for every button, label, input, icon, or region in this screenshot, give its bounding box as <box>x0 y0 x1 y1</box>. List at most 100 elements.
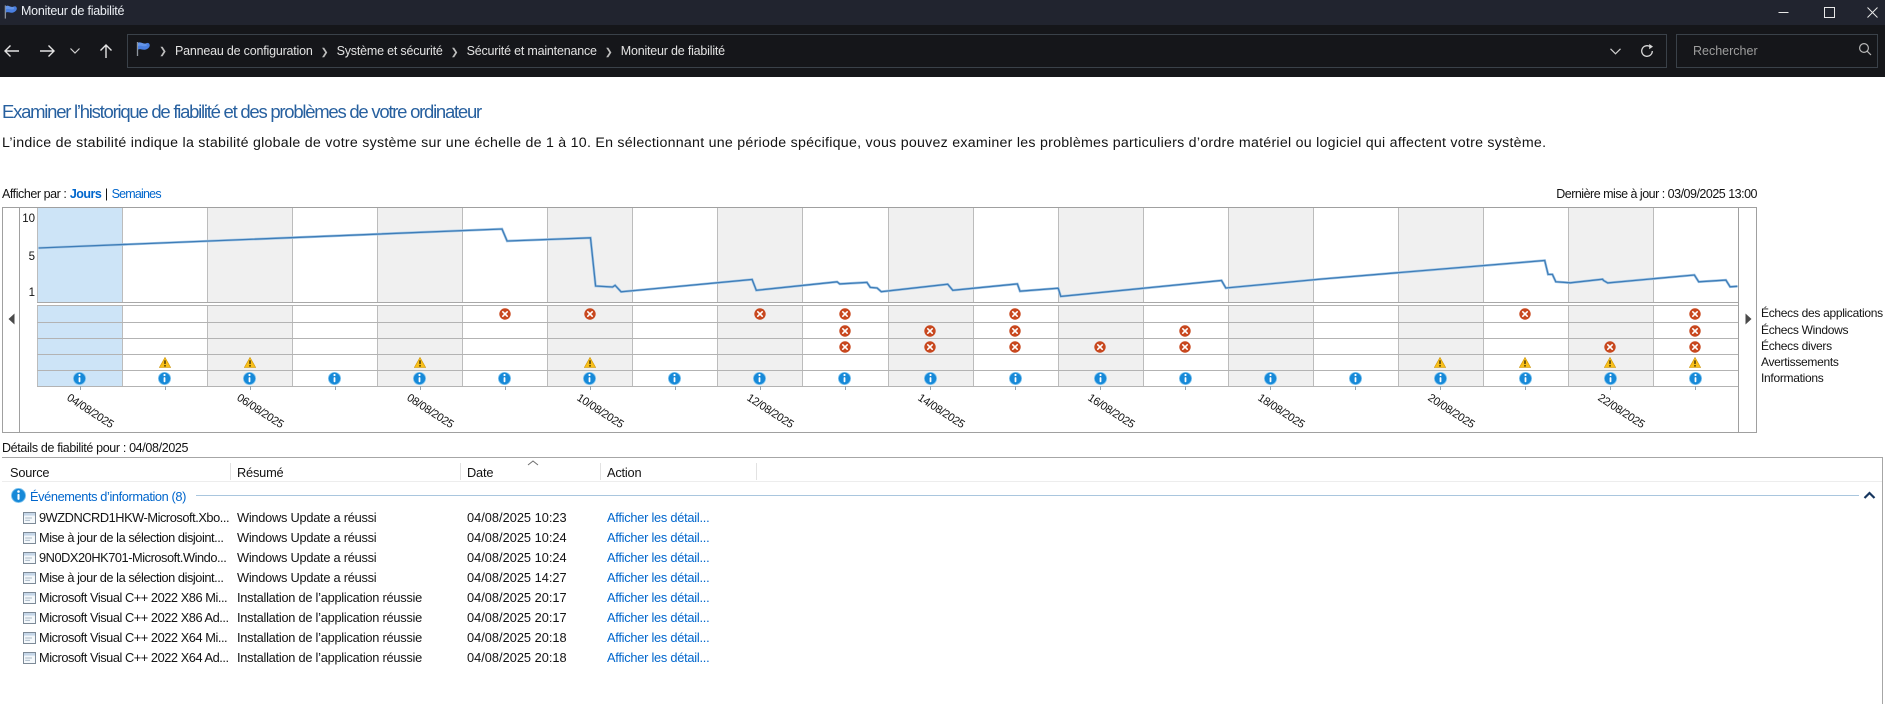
error-icon[interactable] <box>839 324 851 342</box>
info-icon[interactable] <box>753 371 767 390</box>
error-icon[interactable] <box>1519 307 1532 325</box>
table-row[interactable]: Mise à jour de la sélection disjoint... W… <box>2 567 1883 587</box>
close-button[interactable] <box>1849 0 1885 25</box>
info-icon[interactable] <box>1008 371 1022 390</box>
back-button[interactable] <box>1 25 21 77</box>
collapse-group-icon[interactable] <box>1863 491 1876 500</box>
info-icon[interactable] <box>1688 371 1702 390</box>
view-details-link[interactable]: Afficher les détail... <box>607 529 710 545</box>
chart-day-column[interactable] <box>37 208 123 386</box>
table-row[interactable]: Mise à jour de la sélection disjoint... W… <box>2 527 1883 547</box>
chart-day-column[interactable] <box>1057 208 1143 386</box>
chart-day-column[interactable] <box>377 208 463 386</box>
chart-day-column[interactable] <box>1567 208 1653 386</box>
chart-day-column[interactable] <box>1652 208 1738 386</box>
error-icon[interactable] <box>1179 340 1191 358</box>
error-icon[interactable] <box>1604 340 1617 358</box>
info-icon[interactable] <box>1263 371 1277 390</box>
error-icon[interactable] <box>1009 307 1021 325</box>
column-header-action[interactable]: Action <box>607 465 642 480</box>
column-header-date[interactable]: Date <box>467 465 494 480</box>
warning-icon[interactable] <box>243 355 256 373</box>
error-icon[interactable] <box>924 340 936 358</box>
chart-day-column[interactable] <box>1142 208 1228 386</box>
error-icon[interactable] <box>754 307 766 325</box>
table-row[interactable]: 9WZDNCRD1HKW-Microsoft.Xbo... Windows Upd… <box>2 507 1883 527</box>
chart-day-column[interactable] <box>972 208 1058 386</box>
error-icon[interactable] <box>1689 307 1702 325</box>
table-row[interactable]: Microsoft Visual C++ 2022 X64 Ad... Insta… <box>2 647 1883 667</box>
error-icon[interactable] <box>1179 324 1191 342</box>
table-row[interactable]: 9N0DX20HK701-Microsoft.Windo... Windows U… <box>2 547 1883 567</box>
info-icon[interactable] <box>1093 371 1107 390</box>
breadcrumb-item[interactable]: Sécurité et maintenance <box>466 44 597 58</box>
maximize-button[interactable] <box>1806 0 1852 25</box>
chart-day-column[interactable] <box>802 208 888 386</box>
chart-day-column[interactable] <box>1227 208 1313 386</box>
warning-icon[interactable] <box>413 355 426 373</box>
error-icon[interactable] <box>1009 340 1021 358</box>
table-row[interactable]: Microsoft Visual C++ 2022 X86 Ad... Insta… <box>2 607 1883 627</box>
chart-scroll-right[interactable] <box>1738 208 1756 432</box>
error-icon[interactable] <box>839 340 851 358</box>
up-button[interactable] <box>97 25 115 77</box>
breadcrumb-item[interactable]: Moniteur de fiabilité <box>620 44 725 58</box>
info-icon[interactable] <box>583 371 597 390</box>
error-icon[interactable] <box>584 307 596 325</box>
chart-day-column[interactable] <box>1397 208 1483 386</box>
view-details-link[interactable]: Afficher les détail... <box>607 549 710 565</box>
error-icon[interactable] <box>1689 324 1702 342</box>
details-group-row[interactable]: Événements d’information (8) <box>2 487 1883 506</box>
view-details-link[interactable]: Afficher les détail... <box>607 649 710 665</box>
chart-day-column[interactable] <box>717 208 803 386</box>
address-dropdown-button[interactable] <box>1602 47 1628 55</box>
view-by-days-link[interactable]: Jours <box>69 187 102 201</box>
info-icon[interactable] <box>1433 371 1447 390</box>
table-row[interactable]: Microsoft Visual C++ 2022 X86 Mi... Insta… <box>2 587 1883 607</box>
info-icon[interactable] <box>923 371 937 390</box>
chart-scroll-left[interactable] <box>3 208 20 432</box>
view-by-weeks-link[interactable]: Semaines <box>111 187 162 201</box>
info-icon[interactable] <box>243 371 257 390</box>
refresh-button[interactable] <box>1628 44 1666 58</box>
search-box[interactable]: Rechercher <box>1676 34 1878 68</box>
breadcrumb-item[interactable]: Système et sécurité <box>336 44 443 58</box>
warning-icon[interactable] <box>583 355 596 373</box>
info-icon[interactable] <box>1178 371 1192 390</box>
view-details-link[interactable]: Afficher les détail... <box>607 609 710 625</box>
view-details-link[interactable]: Afficher les détail... <box>607 569 710 585</box>
warning-icon[interactable] <box>1689 355 1702 373</box>
forward-button[interactable] <box>37 25 57 77</box>
address-bar[interactable]: ❯ Panneau de configuration ❯ Système et sé… <box>127 34 1667 68</box>
chart-day-column[interactable] <box>632 208 718 386</box>
chart-day-column[interactable] <box>122 208 208 386</box>
error-icon[interactable] <box>1094 340 1106 358</box>
search-icon[interactable] <box>1858 42 1872 61</box>
error-icon[interactable] <box>924 324 936 342</box>
info-icon[interactable] <box>328 371 342 390</box>
view-details-link[interactable]: Afficher les détail... <box>607 509 710 525</box>
info-icon[interactable] <box>413 371 427 390</box>
info-icon[interactable] <box>668 371 682 390</box>
info-icon[interactable] <box>1603 371 1617 390</box>
chart-day-column[interactable] <box>1482 208 1568 386</box>
warning-icon[interactable] <box>1434 355 1447 373</box>
error-icon[interactable] <box>1689 340 1702 358</box>
warning-icon[interactable] <box>1519 355 1532 373</box>
warning-icon[interactable] <box>158 355 171 373</box>
info-icon[interactable] <box>498 371 512 390</box>
view-details-link[interactable]: Afficher les détail... <box>607 589 710 605</box>
chart-day-column[interactable] <box>887 208 973 386</box>
error-icon[interactable] <box>839 307 851 325</box>
column-header-summary[interactable]: Résumé <box>237 465 284 480</box>
info-icon[interactable] <box>1518 371 1532 390</box>
minimize-button[interactable] <box>1760 0 1806 25</box>
recent-pages-button[interactable] <box>68 25 82 77</box>
error-icon[interactable] <box>499 307 511 325</box>
chart-day-column[interactable] <box>1312 208 1398 386</box>
warning-icon[interactable] <box>1604 355 1617 373</box>
info-icon[interactable] <box>158 371 172 390</box>
column-header-source[interactable]: Source <box>10 465 50 480</box>
info-icon[interactable] <box>1348 371 1362 390</box>
table-row[interactable]: Microsoft Visual C++ 2022 X64 Mi... Insta… <box>2 627 1883 647</box>
